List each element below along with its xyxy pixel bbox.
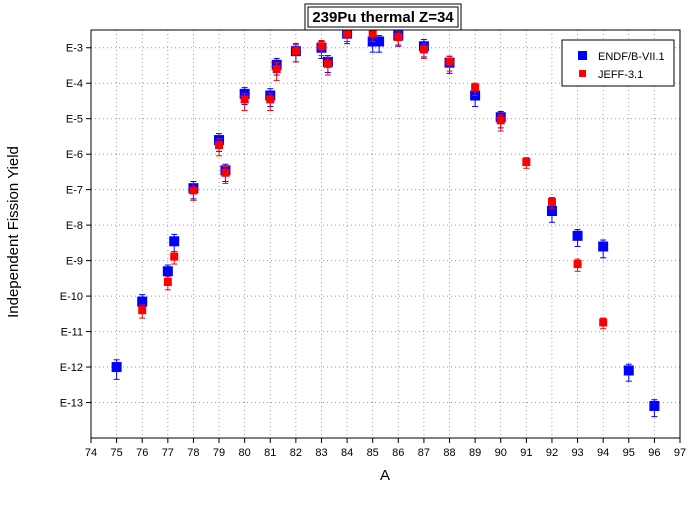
x-tick-label: 97	[674, 447, 686, 459]
jeff-data-point	[496, 116, 505, 125]
endf-data-point	[169, 236, 180, 247]
jeff-data-point	[240, 95, 249, 104]
y-tick-label: E-7	[66, 185, 83, 197]
x-tick-label: 77	[162, 447, 174, 459]
x-tick-label: 83	[315, 447, 327, 459]
x-tick-label: 95	[623, 447, 635, 459]
jeff-data-point	[291, 47, 300, 56]
y-tick-label: E-6	[66, 149, 83, 161]
x-tick-label: 88	[443, 447, 455, 459]
x-tick-label: 75	[110, 447, 122, 459]
x-tick-label: 89	[469, 447, 481, 459]
y-axis-label: Independent Fission Yield	[5, 146, 22, 318]
jeff-data-point	[323, 59, 332, 68]
y-tick-label: E-4	[66, 78, 83, 90]
jeff-data-point	[215, 141, 224, 150]
jeff-data-point	[368, 29, 377, 38]
jeff-data-point	[445, 57, 454, 66]
y-tick-label: E-12	[60, 362, 83, 374]
y-tick-label: E-11	[61, 327, 83, 339]
legend-box	[561, 39, 675, 87]
chart-title: 239Pu thermal Z=34	[312, 9, 454, 26]
y-tick-label: E-13	[60, 398, 83, 410]
endf-data-point	[111, 362, 122, 373]
endf-data-point	[649, 400, 660, 411]
jeff-data-point	[419, 45, 428, 54]
jeff-data-point	[266, 95, 275, 104]
endf-data-point	[374, 36, 385, 47]
jeff-data-point	[522, 158, 531, 167]
x-tick-label: 84	[341, 447, 353, 459]
y-tick-label: E-9	[66, 256, 83, 268]
jeff-data-point	[573, 260, 582, 269]
axis-ticks: 74 75 76 77 78 79 80 81 82 83 84 85 86 87 88 89 90 91 92 93…	[60, 43, 686, 459]
x-tick-label: 96	[648, 447, 660, 459]
x-tick-label: 91	[520, 447, 532, 459]
y-tick-label: E-5	[66, 114, 83, 126]
x-tick-label: 78	[187, 447, 199, 459]
legend: ENDF/B-VII.1 JEFF-3.1	[561, 39, 675, 87]
x-tick-label: 81	[264, 447, 276, 459]
jeff-data-point	[170, 252, 179, 261]
endf-data-point	[162, 266, 173, 277]
x-tick-label: 87	[418, 447, 430, 459]
x-tick-label: 76	[136, 447, 148, 459]
endf-data-point	[137, 296, 148, 307]
x-tick-label: 82	[290, 447, 302, 459]
jeff-data-point	[138, 306, 147, 315]
y-tick-label: E-8	[66, 220, 83, 232]
legend-swatch-jeff	[579, 70, 586, 77]
x-tick-label: 86	[392, 447, 404, 459]
legend-label-endf: ENDF/B-VII.1	[598, 51, 665, 63]
jeff-data-point	[599, 318, 608, 327]
y-tick-label: E-10	[60, 291, 83, 303]
endf-data-point	[598, 241, 609, 252]
jeff-data-point	[163, 277, 172, 286]
x-tick-label: 85	[367, 447, 379, 459]
jeff-data-point	[343, 29, 352, 38]
endf-data-point	[546, 206, 557, 217]
jeff-data-point	[189, 186, 198, 195]
jeff-data-point	[272, 65, 281, 74]
x-tick-label: 90	[495, 447, 507, 459]
chart-title-box: 239Pu thermal Z=34	[304, 3, 462, 31]
legend-label-jeff: JEFF-3.1	[598, 69, 643, 81]
x-tick-label: 94	[597, 447, 609, 459]
jeff-data-point	[471, 83, 480, 92]
endf-data-point	[572, 230, 583, 241]
x-axis-label: A	[380, 467, 390, 484]
jeff-data-point	[394, 33, 403, 42]
y-tick-label: E-3	[66, 43, 83, 55]
x-tick-label: 93	[571, 447, 583, 459]
x-tick-label: 79	[213, 447, 225, 459]
grid-lines	[91, 30, 680, 438]
jeff-data-point	[221, 168, 230, 177]
jeff-data-point	[317, 42, 326, 51]
data-marks	[111, 26, 660, 418]
x-tick-label: 74	[85, 447, 97, 459]
x-tick-label: 92	[546, 447, 558, 459]
x-tick-label: 80	[239, 447, 251, 459]
endf-data-point	[623, 365, 634, 376]
legend-swatch-endf	[578, 51, 587, 60]
jeff-data-point	[547, 197, 556, 206]
plot-area	[90, 29, 681, 439]
